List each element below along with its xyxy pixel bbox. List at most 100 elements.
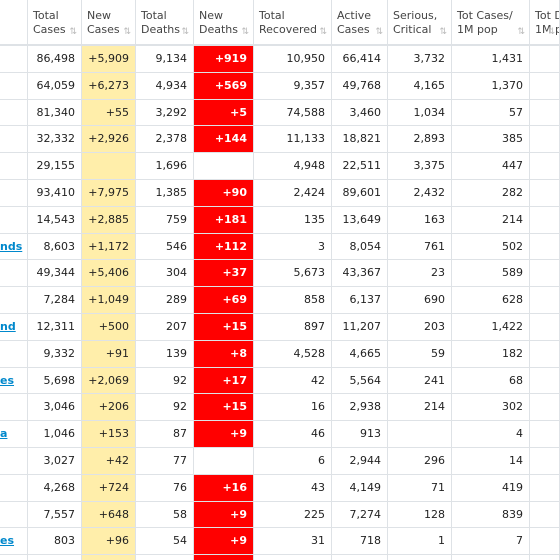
country-link bbox=[0, 501, 28, 529]
header-cell[interactable]: Total Cases ⇅ bbox=[28, 0, 82, 46]
table-cell: +2,926 bbox=[82, 126, 136, 154]
table-cell: 7 bbox=[452, 528, 530, 556]
table-cell: 22,511 bbox=[332, 153, 388, 180]
country-link[interactable]: nds bbox=[0, 233, 28, 261]
sort-icon[interactable]: ⇅ bbox=[319, 27, 327, 37]
table-cell: +7,975 bbox=[82, 180, 136, 207]
header-text: 1M pop bbox=[457, 23, 498, 36]
table-cell: +15 bbox=[194, 314, 254, 341]
table-cell: 6 bbox=[254, 448, 332, 475]
sort-icon[interactable]: ⇅ bbox=[439, 27, 447, 37]
header-cell[interactable]: Tot Cases/1M pop ⇅ bbox=[452, 0, 530, 46]
country-link bbox=[0, 153, 28, 180]
table-cell bbox=[0, 555, 28, 560]
table-cell: 302 bbox=[452, 394, 530, 422]
table-cell: +96 bbox=[82, 528, 136, 556]
header-text: New bbox=[199, 9, 223, 22]
sort-icon[interactable]: ⇅ bbox=[375, 27, 383, 37]
table-cell: 66,414 bbox=[332, 46, 388, 73]
header-text: Total bbox=[141, 9, 167, 22]
table-cell: 14 bbox=[452, 448, 530, 475]
header-cell[interactable]: Total Recovered ⇅ bbox=[254, 0, 332, 46]
table-cell: 42 bbox=[254, 367, 332, 395]
country-link[interactable]: es bbox=[0, 367, 28, 395]
table-cell: 58 bbox=[136, 501, 194, 529]
table-cell: 2,944 bbox=[332, 448, 388, 475]
country-link bbox=[0, 206, 28, 234]
table-cell: 304 bbox=[136, 260, 194, 288]
table-cell: 9,357 bbox=[254, 72, 332, 100]
country-link[interactable]: a bbox=[0, 421, 28, 448]
table-cell: +9 bbox=[194, 501, 254, 529]
table-cell: +2,069 bbox=[82, 367, 136, 395]
table-cell: 31 bbox=[254, 528, 332, 556]
sort-icon[interactable]: ⇅ bbox=[181, 27, 189, 37]
table-cell bbox=[136, 555, 194, 560]
sort-icon[interactable]: ⇅ bbox=[547, 27, 555, 37]
sort-icon[interactable]: ⇅ bbox=[517, 27, 525, 37]
table-cell: +69 bbox=[194, 287, 254, 314]
table-cell: 9,134 bbox=[136, 46, 194, 73]
table-cell: 68 bbox=[452, 367, 530, 395]
table-cell: 8,603 bbox=[28, 233, 82, 261]
table-cell: 2,938 bbox=[332, 394, 388, 422]
table-cell: 289 bbox=[136, 287, 194, 314]
table-cell: 8,054 bbox=[332, 233, 388, 261]
table-cell: 3,460 bbox=[332, 99, 388, 127]
header-text: Total bbox=[33, 9, 59, 22]
table-cell: 92 bbox=[136, 394, 194, 422]
table-cell: 4,165 bbox=[388, 72, 452, 100]
table-cell: +569 bbox=[194, 72, 254, 100]
table-cell: +42 bbox=[82, 448, 136, 475]
header-cell[interactable]: Total Deaths ⇅ bbox=[136, 0, 194, 46]
table-cell: 1,696 bbox=[136, 153, 194, 180]
table-cell bbox=[388, 555, 452, 560]
header-text: Deaths bbox=[141, 23, 180, 36]
table-cell: +55 bbox=[82, 99, 136, 127]
table-cell: 74,588 bbox=[254, 99, 332, 127]
header-cell[interactable]: New Deaths ⇅ bbox=[194, 0, 254, 46]
table-cell: 7,284 bbox=[28, 287, 82, 314]
header-text: Tot De bbox=[535, 9, 559, 22]
header-cell[interactable]: New Cases ⇅ bbox=[82, 0, 136, 46]
table-cell: 6,137 bbox=[332, 287, 388, 314]
header-text: Tot Cases/ bbox=[457, 9, 513, 22]
sort-icon[interactable]: ⇅ bbox=[123, 27, 131, 37]
header-text: Serious, bbox=[393, 9, 438, 22]
table-cell bbox=[530, 501, 560, 529]
table-cell bbox=[530, 394, 560, 422]
header-cell[interactable]: Tot De1M po⇅ bbox=[530, 0, 560, 46]
sort-icon[interactable]: ⇅ bbox=[241, 27, 249, 37]
table-cell: 447 bbox=[452, 153, 530, 180]
table-cell: 1 bbox=[388, 528, 452, 556]
table-cell: +5,406 bbox=[82, 260, 136, 288]
table-cell bbox=[194, 153, 254, 180]
table-cell bbox=[530, 314, 560, 341]
table-cell: 2,432 bbox=[388, 180, 452, 207]
table-cell: 93,410 bbox=[28, 180, 82, 207]
table-cell: 2,893 bbox=[388, 126, 452, 154]
table-cell: 163 bbox=[388, 206, 452, 234]
table-cell: 4,268 bbox=[28, 474, 82, 502]
table-cell: 839 bbox=[452, 501, 530, 529]
table-cell bbox=[530, 46, 560, 73]
table-cell: 87 bbox=[136, 421, 194, 448]
table-cell: +8 bbox=[194, 340, 254, 368]
table-cell bbox=[530, 340, 560, 368]
country-link[interactable]: nd bbox=[0, 314, 28, 341]
table-cell: 71 bbox=[388, 474, 452, 502]
country-link[interactable]: es bbox=[0, 528, 28, 556]
table-cell: 3 bbox=[254, 233, 332, 261]
table-cell: 11,207 bbox=[332, 314, 388, 341]
table-cell: 1,046 bbox=[28, 421, 82, 448]
table-cell bbox=[530, 528, 560, 556]
table-cell: 761 bbox=[388, 233, 452, 261]
header-cell bbox=[0, 0, 28, 46]
table-cell: +5 bbox=[194, 99, 254, 127]
table-cell: 546 bbox=[136, 233, 194, 261]
table-cell: 4,948 bbox=[254, 153, 332, 180]
header-cell[interactable]: Serious, Critical ⇅ bbox=[388, 0, 452, 46]
header-cell[interactable]: Active Cases ⇅ bbox=[332, 0, 388, 46]
table-cell: +144 bbox=[194, 126, 254, 154]
sort-icon[interactable]: ⇅ bbox=[69, 27, 77, 37]
